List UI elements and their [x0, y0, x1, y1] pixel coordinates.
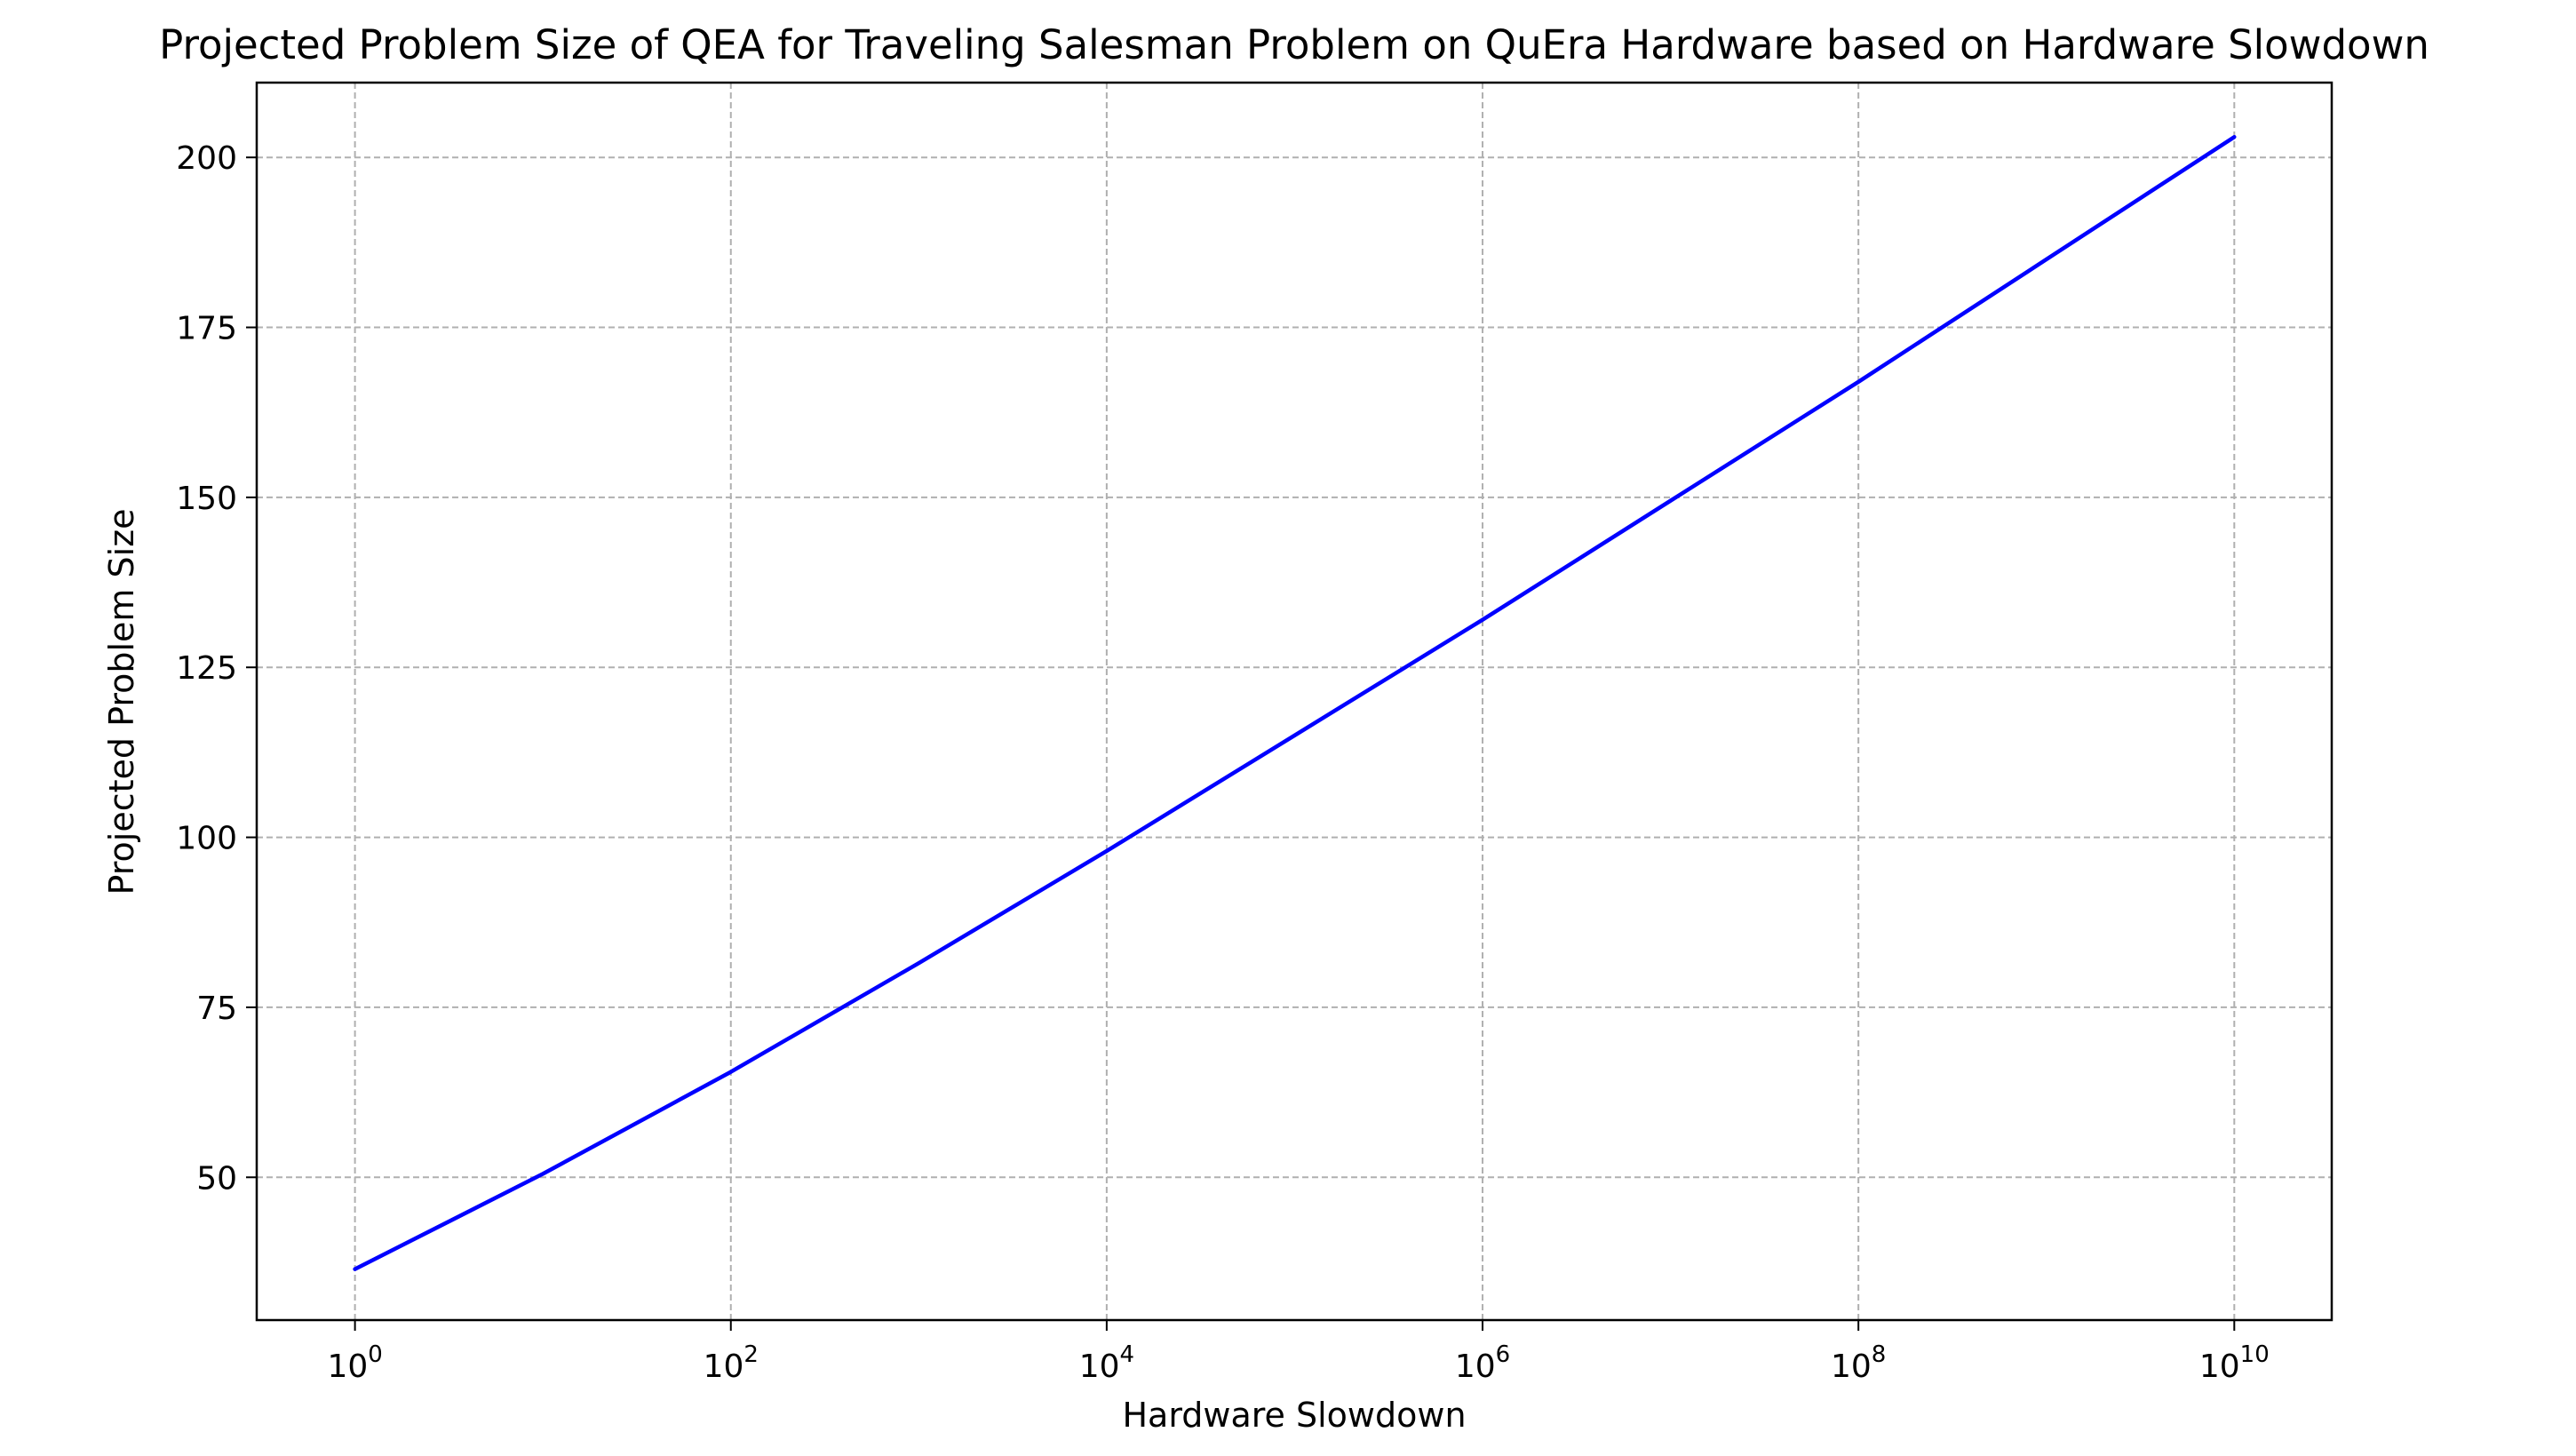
y-tick-label: 200: [176, 140, 237, 177]
x-axis-label: Hardware Slowdown: [1122, 1396, 1466, 1435]
x-tick-label: 108: [1831, 1341, 1886, 1385]
x-tick-exponent: 8: [1872, 1341, 1887, 1368]
x-tick-base: 10: [1455, 1349, 1496, 1385]
x-tick-exponent: 6: [1496, 1341, 1511, 1368]
series-layer: [353, 134, 2237, 1271]
x-tick-exponent: 10: [2240, 1341, 2270, 1368]
y-tick-label: 125: [176, 650, 237, 687]
x-tick-labels: 100 102 104 106 108 1010: [327, 1341, 2269, 1385]
y-tick-label: 50: [196, 1160, 237, 1197]
x-tick-label: 106: [1455, 1341, 1510, 1385]
plot-frame: [255, 81, 2334, 1322]
x-tick-exponent: 4: [1120, 1341, 1135, 1368]
y-tick-label: 175: [176, 311, 237, 347]
y-tick-label: 150: [176, 481, 237, 517]
chart-title: Projected Problem Size of QEA for Travel…: [159, 21, 2429, 68]
x-tick-base: 10: [1079, 1349, 1120, 1385]
y-tick-label: 100: [176, 821, 237, 857]
x-tick-base: 10: [704, 1349, 744, 1385]
x-tick-base: 10: [1831, 1349, 1872, 1385]
x-tick-label: 1010: [2199, 1341, 2270, 1385]
x-tick-base: 10: [2199, 1349, 2240, 1385]
x-tick-label: 100: [327, 1341, 382, 1385]
x-tick-label: 104: [1079, 1341, 1134, 1385]
axis-ticks: [246, 156, 2236, 1331]
x-tick-label: 102: [704, 1341, 759, 1385]
y-tick-label: 75: [196, 991, 237, 1027]
series-line: [353, 134, 2237, 1271]
x-tick-exponent: 0: [368, 1341, 383, 1368]
y-axis-label: Projected Problem Size: [102, 508, 141, 895]
x-tick-base: 10: [327, 1349, 368, 1385]
x-tick-exponent: 2: [743, 1341, 759, 1368]
grid-lines: [257, 83, 2332, 1320]
y-tick-labels: 50 75 100 125 150 175 200: [176, 140, 237, 1197]
